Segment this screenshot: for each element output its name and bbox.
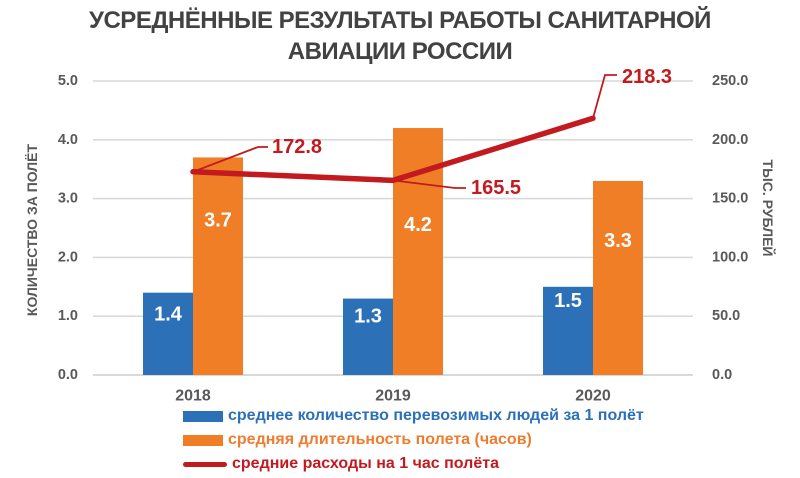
legend-swatch-red-line [183,461,227,467]
bar-value-label: 1.5 [554,290,582,312]
chart-title-line2: АВИАЦИИ РОССИИ [287,38,513,65]
bar-orange-2018 [193,157,243,375]
bar-blue-2019 [343,298,393,375]
legend-label-costs: средние расходы на 1 час полёта [232,455,499,472]
legend-item-duration[interactable]: средняя длительность полета (часов) [183,430,644,450]
annotation-leader [392,179,466,189]
chart-title-line1: УСРЕДНЁННЫЕ РЕЗУЛЬТАТЫ РАБОТЫ САНИТАРНОЙ [89,7,711,34]
legend-swatch-orange-bar [183,434,223,446]
left-axis-tick: 1.0 [58,308,78,324]
bar-value-label: 1.4 [154,304,183,326]
left-axis-title: КОЛИЧЕСТВО ЗА ПОЛЁТ [24,143,40,316]
left-axis-tick: 4.0 [58,132,78,148]
right-axis-title: ТЫС. РУБЛЕЙ [760,160,777,257]
bar-blue-2020 [543,286,593,375]
left-axis-tick: 5.0 [58,73,78,89]
right-axis-tick: 50.0 [712,308,740,324]
bar-orange-2020 [593,180,643,375]
bar-value-label: 3.7 [204,209,232,231]
right-axis-tick: 100.0 [712,249,748,265]
annotation-leader [592,74,617,119]
right-axis-tick: 150.0 [712,191,748,207]
chart-legend: среднее количество перевозимых людей за … [183,406,644,474]
legend-item-costs[interactable]: средние расходы на 1 час полёта [183,454,644,474]
bar-value-label: 4.2 [404,214,432,236]
chart-title: УСРЕДНЁННЫЕ РЕЗУЛЬТАТЫ РАБОТЫ САНИТАРНОЙ… [0,5,800,67]
line-value-label: 165.5 [471,177,521,199]
annotation-leader [192,146,268,173]
category-label: 2020 [575,388,611,405]
category-label: 2019 [375,388,411,405]
right-axis-tick: 0.0 [712,367,732,383]
right-axis-tick: 200.0 [712,132,748,148]
right-axis-tick: 250.0 [712,73,748,89]
bar-value-label: 1.3 [354,306,382,328]
legend-label-duration: средняя длительность полета (часов) [228,431,532,448]
legend-label-people: среднее количество перевозимых людей за … [228,407,644,424]
bar-value-label: 3.3 [604,230,632,252]
legend-item-people[interactable]: среднее количество перевозимых людей за … [183,406,644,426]
line-value-label: 218.3 [622,66,672,88]
category-label: 2018 [175,388,211,405]
left-axis-tick: 3.0 [58,191,78,207]
bar-blue-2018 [143,292,193,375]
legend-swatch-blue-bar [183,410,223,422]
line-value-label: 172.8 [272,136,322,158]
left-axis-tick: 0.0 [58,367,78,383]
left-axis-tick: 2.0 [58,249,78,265]
